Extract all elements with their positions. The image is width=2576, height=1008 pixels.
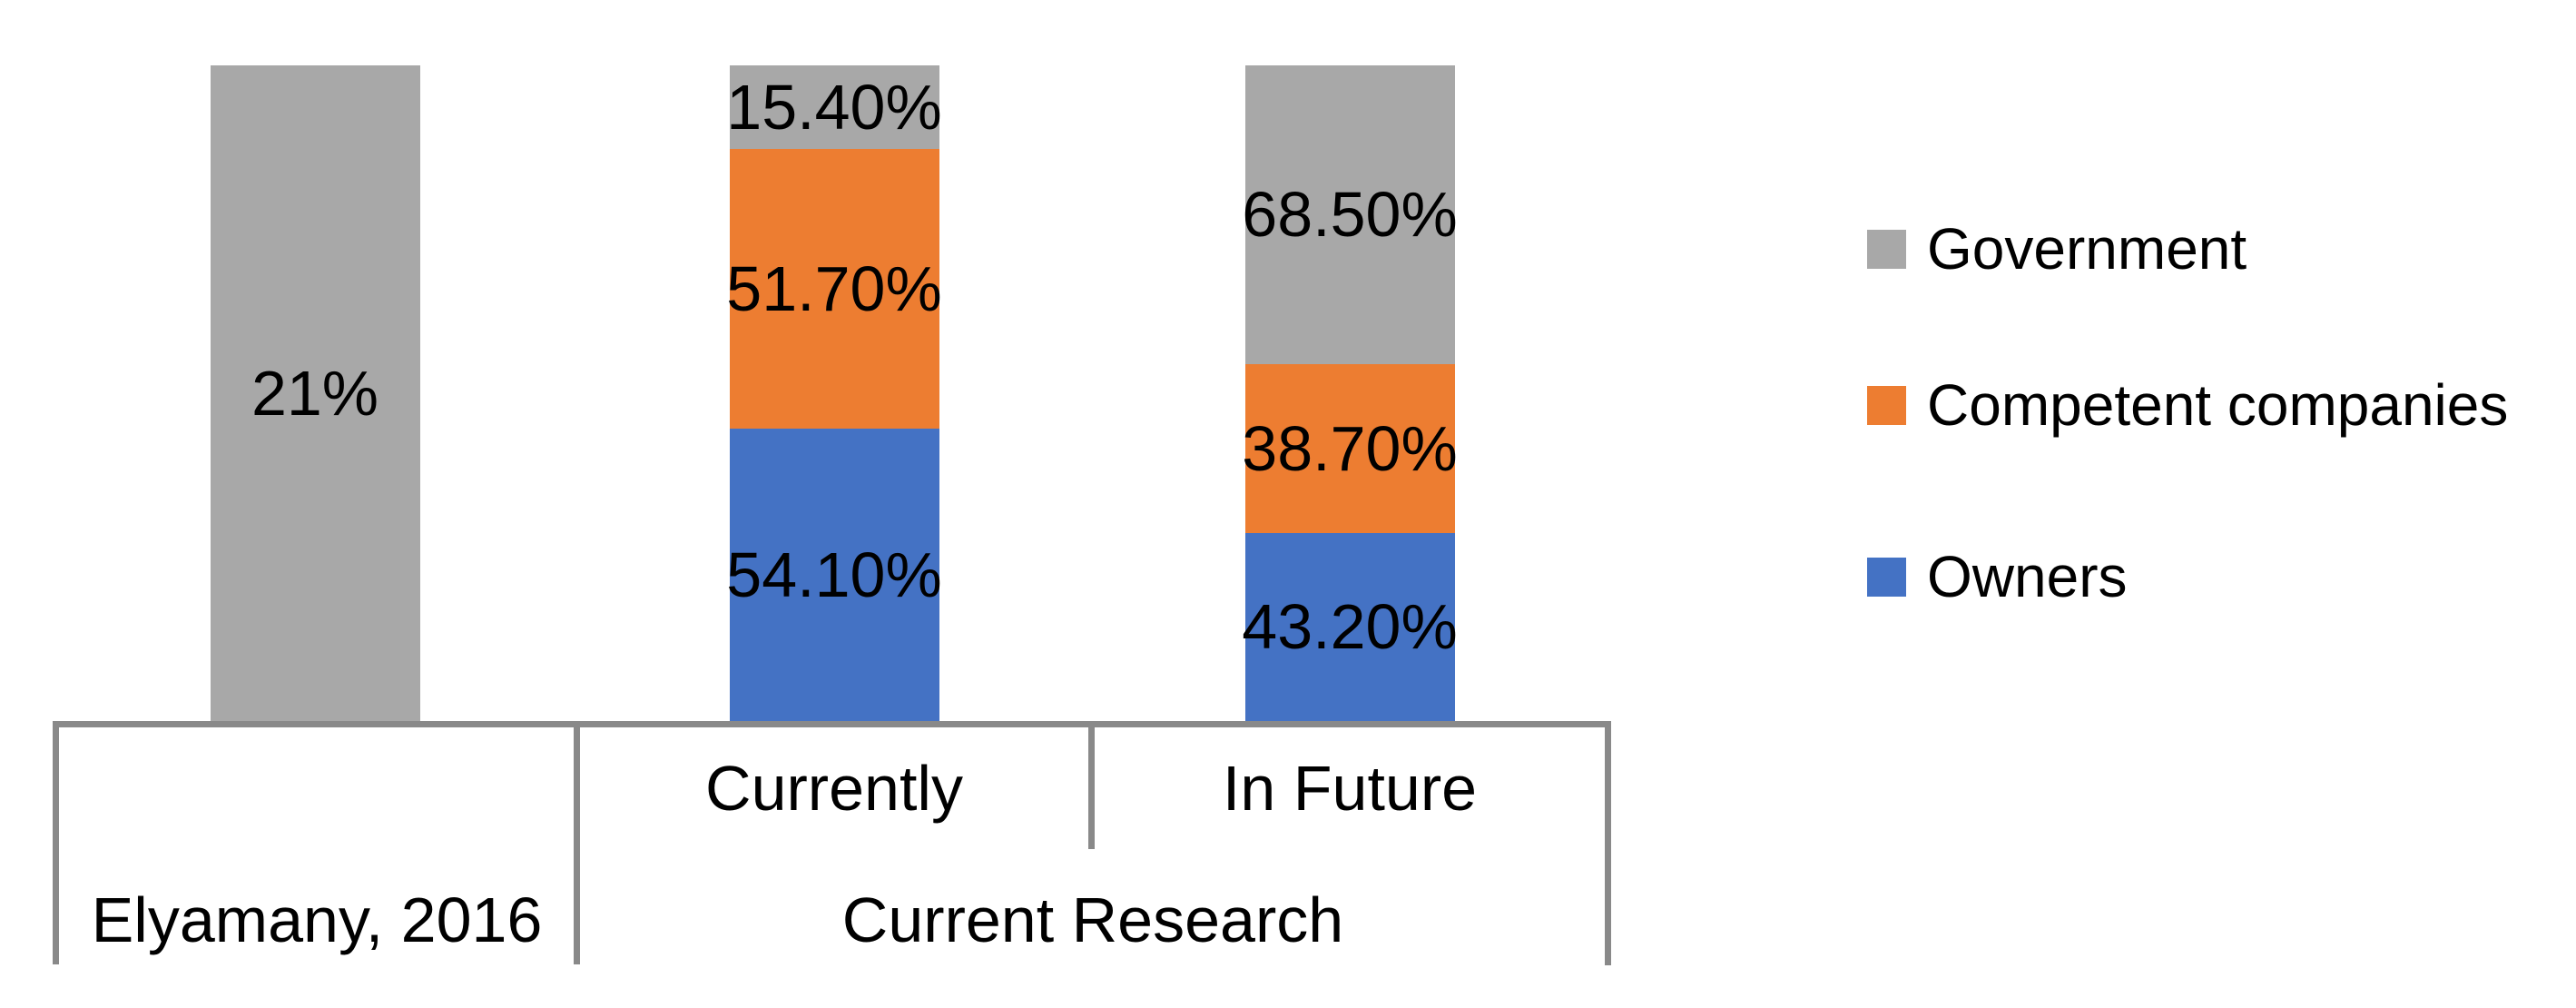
- category-label-currently: Currently: [705, 753, 963, 824]
- axis-group-divider: [574, 721, 580, 964]
- data-label-government-2: 68.50%: [1242, 179, 1458, 251]
- legend-marker-competent-companies: [1867, 386, 1906, 425]
- legend-marker-government: [1867, 230, 1906, 269]
- data-label-owners-1: 54.10%: [726, 539, 942, 610]
- legend-label-owners: Owners: [1927, 544, 2128, 609]
- legend-label-government: Government: [1927, 216, 2247, 282]
- legend-label-competent-companies: Competent companies: [1927, 372, 2509, 438]
- legend-marker-owners: [1867, 558, 1906, 597]
- axis-left-border: [53, 721, 59, 964]
- data-label-government-0: 21%: [251, 358, 379, 429]
- data-label-owners-2: 43.20%: [1242, 591, 1458, 663]
- bar-segment-government-1: [729, 65, 939, 149]
- axis-right-border: [1605, 721, 1611, 965]
- group-label-current-research: Current Research: [841, 884, 1344, 955]
- bar-segment-owners-1: [729, 428, 939, 721]
- group-label-elyamany: Elyamany, 2016: [91, 884, 543, 955]
- bar-segment-competent-companies-1: [729, 148, 939, 429]
- bar-segment-government-2: [1244, 65, 1455, 364]
- data-label-competent-companies-1: 51.70%: [726, 252, 942, 324]
- category-label-in-future: In Future: [1222, 753, 1478, 824]
- bar-segment-owners-2: [1244, 532, 1455, 721]
- data-label-competent-companies-2: 38.70%: [1242, 412, 1458, 484]
- bar-segment-government-0: [210, 65, 420, 721]
- data-label-government-1: 15.40%: [726, 71, 942, 143]
- bar-segment-competent-companies-2: [1244, 363, 1455, 533]
- axis-top-border: [53, 721, 1611, 727]
- axis-category-divider: [1088, 721, 1095, 849]
